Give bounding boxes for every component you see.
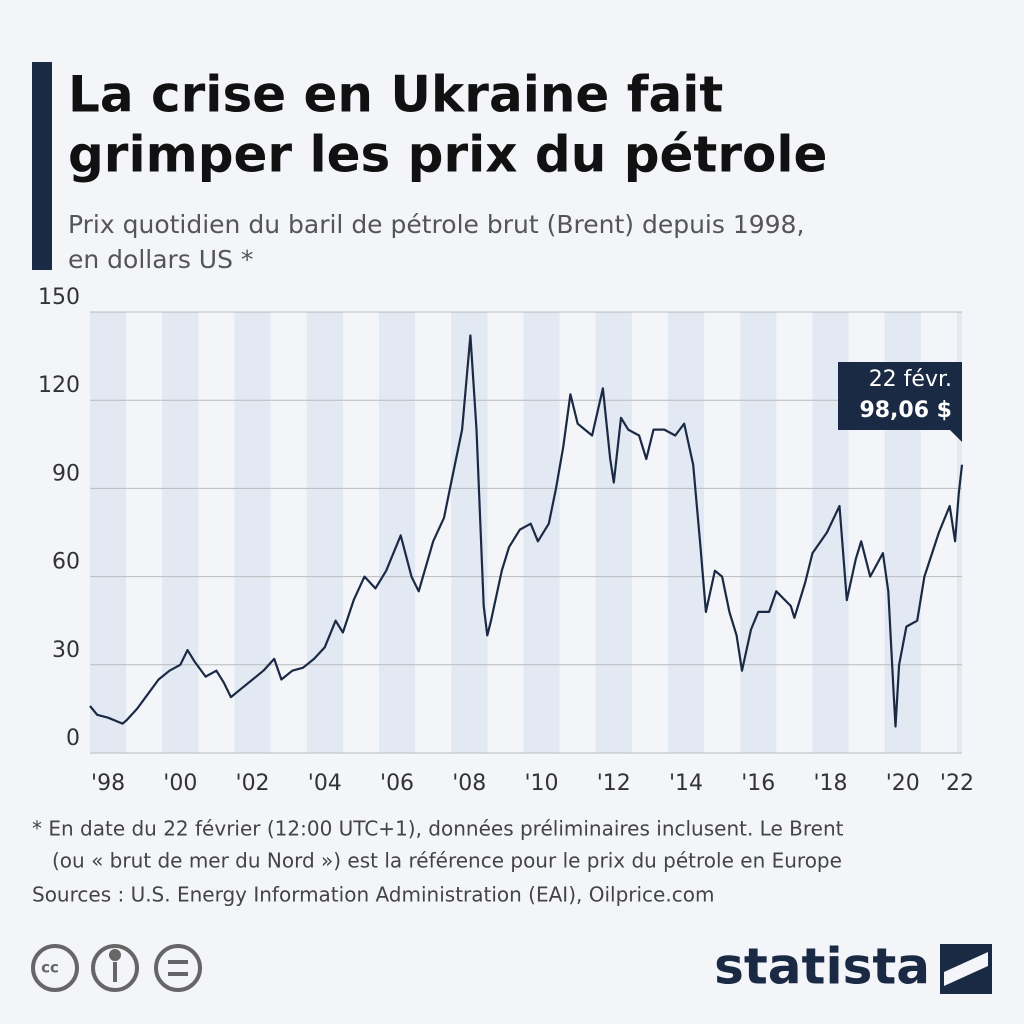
title-bar — [32, 62, 52, 270]
footnote: * En date du 22 février (12:00 UTC+1), d… — [32, 817, 844, 841]
subtitle: en dollars US * — [68, 245, 253, 274]
x-tick-label: '04 — [308, 771, 342, 796]
year-band — [234, 312, 271, 753]
annotation-box — [838, 362, 962, 430]
y-tick-label: 150 — [38, 285, 80, 310]
y-tick-label: 90 — [52, 461, 80, 486]
year-band — [956, 312, 962, 753]
y-tick-label: 120 — [38, 373, 80, 398]
year-band — [90, 312, 127, 753]
x-tick-label: '98 — [91, 771, 125, 796]
year-band — [306, 312, 343, 753]
price-line — [89, 334, 964, 728]
x-tick-label: '10 — [525, 771, 559, 796]
year-band — [595, 312, 632, 753]
source: Sources : U.S. Energy Information Admini… — [32, 883, 714, 907]
x-tick-label: '22 — [940, 771, 974, 796]
subtitle: Prix quotidien du baril de pétrole brut … — [68, 210, 804, 239]
footnote: (ou « brut de mer du Nord ») est la réfé… — [52, 849, 842, 873]
brand: statista — [714, 938, 930, 996]
x-tick-label: '06 — [380, 771, 414, 796]
x-tick-label: '18 — [813, 771, 847, 796]
cc-icon-text: cc — [41, 959, 59, 977]
chart-title: grimper les prix du pétrole — [68, 126, 827, 184]
year-band — [667, 312, 705, 753]
year-band — [451, 312, 488, 753]
y-tick-label: 30 — [52, 638, 80, 663]
x-tick-label: '02 — [236, 771, 270, 796]
brand-icon — [940, 944, 992, 994]
annotation-pointer — [950, 430, 962, 442]
y-tick-label: 0 — [66, 726, 80, 751]
annotation-value: 98,06 $ — [859, 398, 952, 423]
chart-title: La crise en Ukraine fait — [68, 66, 723, 124]
x-tick-label: '12 — [597, 771, 631, 796]
x-tick-label: '08 — [452, 771, 486, 796]
y-tick-label: 60 — [52, 550, 80, 575]
year-band — [523, 312, 560, 753]
license-icons — [31, 944, 202, 992]
year-band — [740, 312, 777, 753]
annotation-date: 22 févr. — [869, 367, 952, 392]
year-band — [378, 312, 416, 753]
x-tick-label: '16 — [741, 771, 775, 796]
x-tick-label: '20 — [886, 771, 920, 796]
x-tick-label: '14 — [669, 771, 703, 796]
x-tick-label: '00 — [163, 771, 197, 796]
year-band — [162, 312, 199, 753]
